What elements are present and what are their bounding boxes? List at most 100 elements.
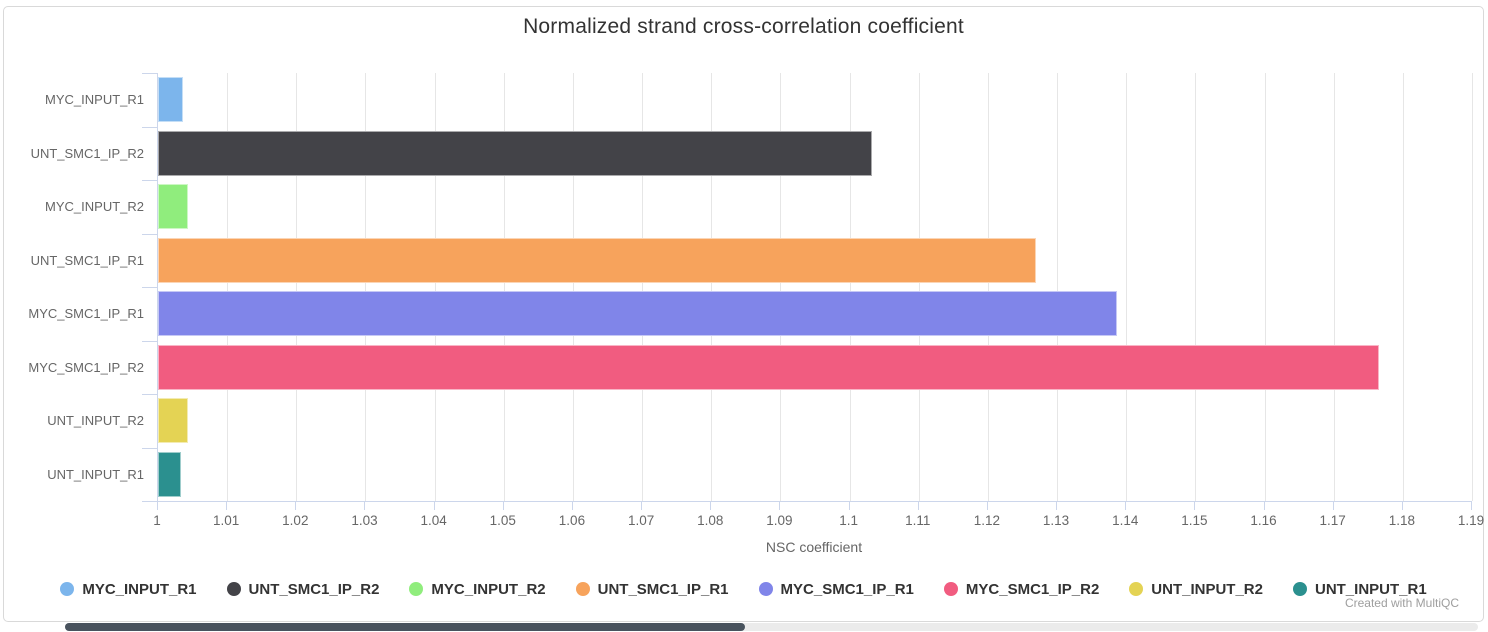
bar-UNT_INPUT_R2[interactable]	[158, 398, 189, 443]
bar-row	[158, 127, 1472, 181]
gridline	[1126, 73, 1128, 501]
x-tick	[571, 501, 573, 510]
bar-row	[158, 234, 1472, 288]
x-tick	[1194, 501, 1196, 510]
bar-MYC_INPUT_R2[interactable]	[158, 184, 189, 229]
horizontal-scrollbar-track[interactable]	[65, 623, 1478, 631]
gridline	[434, 73, 436, 501]
gridline	[1195, 73, 1197, 501]
legend-label: UNT_INPUT_R1	[1314, 580, 1427, 598]
x-tick	[226, 501, 228, 510]
category-label: MYC_SMC1_IP_R2	[28, 359, 144, 375]
gridline	[1264, 73, 1266, 501]
legend-item-UNT_SMC1_IP_R2[interactable]: UNT_SMC1_IP_R2	[226, 580, 380, 598]
horizontal-scrollbar-thumb[interactable]	[65, 623, 745, 631]
x-tick	[779, 501, 781, 510]
gridline	[849, 73, 851, 501]
x-tick	[1332, 501, 1334, 510]
x-tick	[848, 501, 850, 510]
legend-marker-icon	[226, 582, 241, 596]
gridline	[987, 73, 989, 501]
chart-legend: MYC_INPUT_R1 UNT_SMC1_IP_R2 MYC_INPUT_R2 UN…	[4, 575, 1483, 603]
legend-label: MYC_INPUT_R2	[431, 580, 546, 598]
x-tick	[502, 501, 504, 510]
legend-label: MYC_SMC1_IP_R1	[780, 580, 914, 598]
gridline	[572, 73, 574, 501]
multiqc-credit[interactable]: Created with MultiQC	[1344, 596, 1459, 610]
x-tick-label: 1.19	[1457, 513, 1485, 528]
y-tick	[142, 394, 157, 395]
gridline	[1333, 73, 1335, 501]
legend-item-MYC_INPUT_R1[interactable]: MYC_INPUT_R1	[60, 580, 197, 598]
bar-UNT_SMC1_IP_R1[interactable]	[158, 237, 1037, 283]
category-label: UNT_INPUT_R2	[47, 413, 144, 428]
legend-item-UNT_INPUT_R1[interactable]: UNT_INPUT_R1	[1292, 580, 1427, 598]
legend-marker-icon	[943, 582, 958, 596]
legend-item-MYC_SMC1_IP_R1[interactable]: MYC_SMC1_IP_R1	[758, 580, 914, 598]
bar-row	[158, 341, 1472, 395]
bar-MYC_INPUT_R1[interactable]	[158, 77, 183, 122]
category-label: UNT_SMC1_IP_R2	[30, 145, 144, 161]
bar-row	[158, 73, 1472, 127]
legend-item-UNT_SMC1_IP_R1[interactable]: UNT_SMC1_IP_R1	[575, 581, 729, 598]
x-tick-label: 1.11	[905, 513, 931, 528]
x-tick	[986, 501, 988, 510]
x-tick	[641, 501, 643, 510]
gridline	[780, 73, 782, 501]
bar-row	[158, 448, 1472, 502]
plot-area	[157, 73, 1473, 502]
x-tick-label: 1.07	[627, 513, 655, 528]
x-tick	[1056, 501, 1058, 510]
legend-item-MYC_SMC1_IP_R2[interactable]: MYC_SMC1_IP_R2	[943, 580, 1100, 598]
x-tick-label: 1.1	[839, 513, 858, 528]
gridline	[642, 73, 644, 501]
gridline	[1057, 73, 1059, 501]
y-tick	[142, 180, 157, 181]
x-tick	[917, 501, 919, 510]
x-tick	[364, 501, 366, 510]
legend-label: MYC_SMC1_IP_R2	[965, 580, 1100, 598]
x-tick	[1401, 501, 1403, 510]
legend-label: UNT_SMC1_IP_R2	[248, 580, 380, 598]
category-label: UNT_SMC1_IP_R1	[30, 252, 144, 268]
legend-item-MYC_INPUT_R2[interactable]: MYC_INPUT_R2	[409, 580, 546, 598]
legend-marker-icon	[60, 582, 75, 596]
bar-UNT_SMC1_IP_R2[interactable]	[158, 130, 872, 176]
legend-item-UNT_INPUT_R2[interactable]: UNT_INPUT_R2	[1129, 581, 1263, 598]
bar-MYC_SMC1_IP_R2[interactable]	[158, 344, 1379, 390]
category-label: MYC_INPUT_R2	[45, 199, 144, 214]
y-tick	[142, 73, 157, 74]
legend-label: MYC_INPUT_R1	[82, 580, 197, 598]
x-axis-title: NSC coefficient	[765, 539, 863, 555]
x-tick	[1471, 501, 1472, 510]
category-label: UNT_INPUT_R1	[47, 466, 144, 482]
gridline	[227, 73, 229, 501]
x-tick-label: 1.14	[1112, 513, 1139, 528]
legend-marker-icon	[575, 582, 590, 596]
legend-marker-icon	[758, 582, 773, 596]
x-tick-label: 1.06	[558, 513, 586, 528]
category-label: MYC_SMC1_IP_R1	[28, 306, 144, 321]
chart-card: Normalized strand cross-correlation coef…	[3, 6, 1484, 622]
legend-label: UNT_INPUT_R2	[1151, 580, 1263, 598]
x-tick-label: 1.03	[351, 513, 378, 528]
gridline	[296, 73, 298, 501]
chart-title: Normalized strand cross-correlation coef…	[523, 15, 964, 38]
x-tick-label: 1.04	[420, 513, 447, 528]
x-tick	[1263, 501, 1265, 510]
gridline	[365, 73, 367, 501]
x-tick-label: 1.02	[282, 513, 309, 528]
x-axis-tick-labels: 1 1.01 1.02 1.03 1.04 1.05 1.06 1.07 1.08 1.09 1.1…	[153, 513, 1484, 531]
x-tick-label: 1.01	[213, 513, 240, 528]
y-tick	[142, 447, 157, 449]
bar-MYC_SMC1_IP_R1[interactable]	[158, 291, 1118, 336]
x-tick-label: 1.16	[1250, 513, 1277, 528]
gridline	[503, 73, 505, 501]
bar-UNT_INPUT_R1[interactable]	[158, 451, 181, 497]
gridline	[711, 73, 713, 501]
x-tick	[1125, 501, 1127, 510]
bar-row	[158, 394, 1472, 448]
legend-marker-icon	[1292, 582, 1307, 596]
x-tick	[157, 501, 158, 510]
y-axis-ticks	[142, 73, 157, 502]
